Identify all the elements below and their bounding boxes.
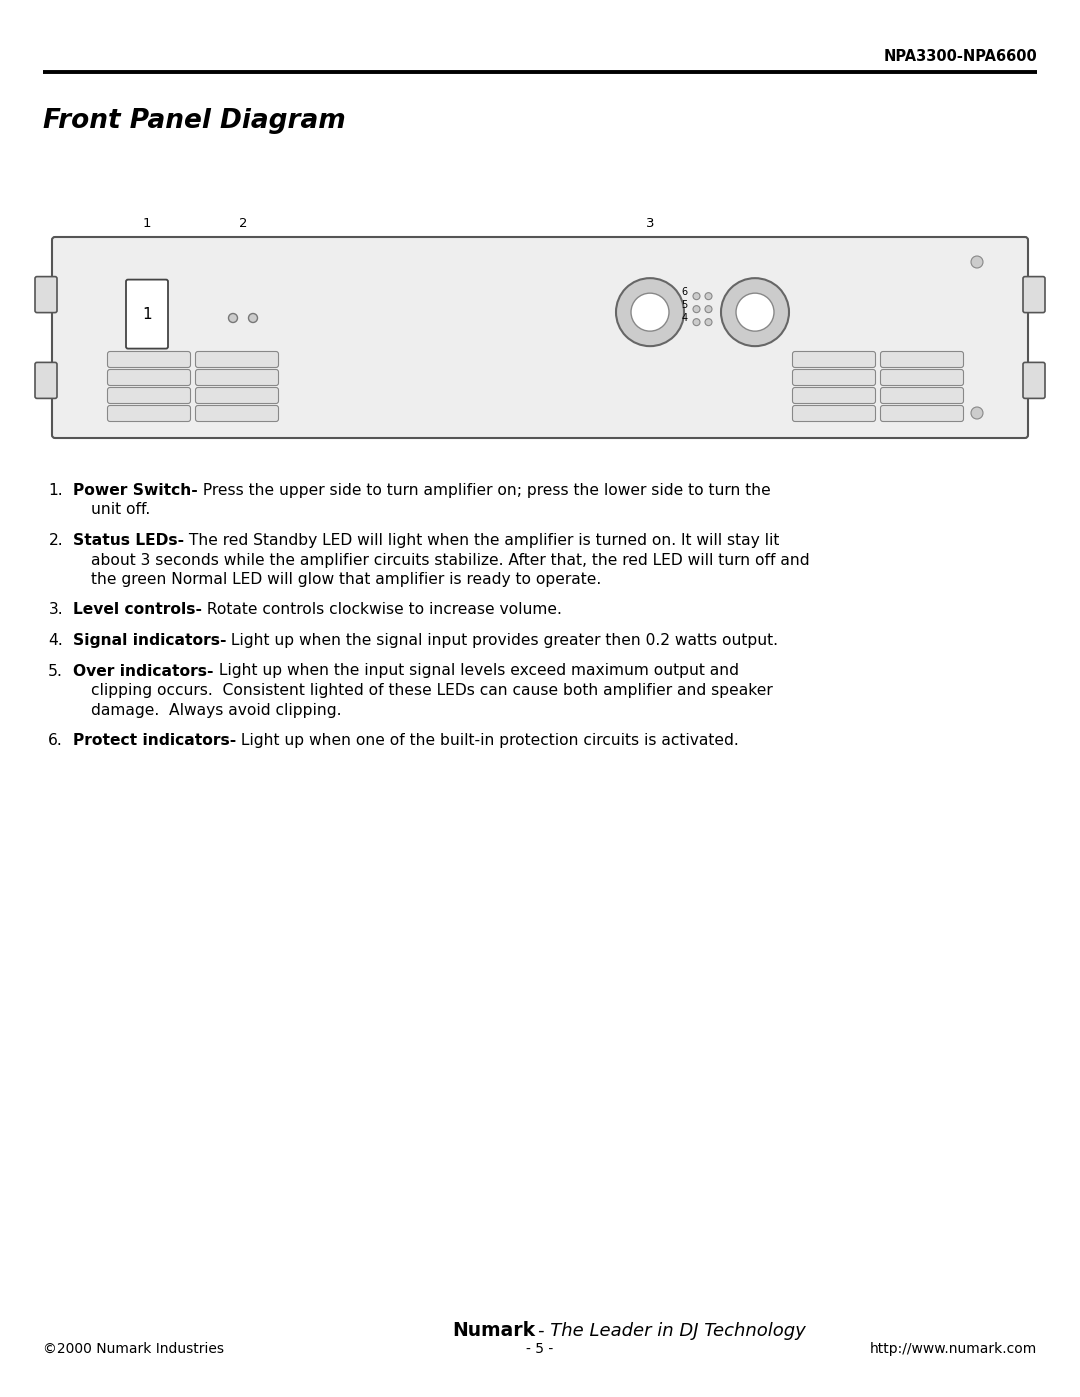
- Text: - The Leader in DJ Technology: - The Leader in DJ Technology: [538, 1322, 806, 1340]
- Text: Status LEDs-: Status LEDs-: [73, 534, 184, 548]
- Text: clipping occurs.  Consistent lighted of these LEDs can cause both amplifier and : clipping occurs. Consistent lighted of t…: [91, 683, 773, 698]
- Text: 1: 1: [143, 306, 152, 321]
- Text: The red Standby LED will light when the amplifier is turned on. It will stay lit: The red Standby LED will light when the …: [184, 534, 780, 548]
- FancyBboxPatch shape: [108, 369, 190, 386]
- Text: damage.  Always avoid clipping.: damage. Always avoid clipping.: [91, 703, 341, 718]
- Text: Rotate controls clockwise to increase volume.: Rotate controls clockwise to increase vo…: [202, 602, 562, 617]
- Text: Press the upper side to turn amplifier on; press the lower side to turn the: Press the upper side to turn amplifier o…: [198, 483, 770, 497]
- FancyBboxPatch shape: [195, 352, 279, 367]
- Circle shape: [229, 313, 238, 323]
- FancyBboxPatch shape: [126, 279, 168, 349]
- FancyBboxPatch shape: [108, 352, 190, 367]
- Circle shape: [705, 306, 712, 313]
- Text: ©2000 Numark Industries: ©2000 Numark Industries: [43, 1343, 224, 1356]
- Text: 4: 4: [681, 313, 688, 323]
- Text: 3: 3: [646, 217, 654, 231]
- Circle shape: [693, 306, 700, 313]
- FancyBboxPatch shape: [35, 277, 57, 313]
- Text: Protect indicators-: Protect indicators-: [73, 733, 237, 747]
- FancyBboxPatch shape: [880, 405, 963, 422]
- FancyBboxPatch shape: [880, 369, 963, 386]
- FancyBboxPatch shape: [52, 237, 1028, 439]
- FancyBboxPatch shape: [1023, 277, 1045, 313]
- Text: Over indicators-: Over indicators-: [73, 664, 214, 679]
- Text: Light up when the input signal levels exceed maximum output and: Light up when the input signal levels ex…: [214, 664, 739, 679]
- FancyBboxPatch shape: [793, 387, 876, 404]
- Text: NPA3300-NPA6600: NPA3300-NPA6600: [883, 49, 1037, 64]
- Text: 2: 2: [239, 217, 247, 231]
- Text: about 3 seconds while the amplifier circuits stabilize. After that, the red LED : about 3 seconds while the amplifier circ…: [91, 552, 810, 567]
- Text: Light up when one of the built-in protection circuits is activated.: Light up when one of the built-in protec…: [237, 733, 739, 747]
- FancyBboxPatch shape: [880, 387, 963, 404]
- Circle shape: [735, 293, 774, 331]
- Circle shape: [705, 319, 712, 326]
- Text: 3.: 3.: [49, 602, 63, 617]
- FancyBboxPatch shape: [1023, 362, 1045, 398]
- Text: 6: 6: [681, 288, 688, 298]
- FancyBboxPatch shape: [35, 362, 57, 398]
- FancyBboxPatch shape: [108, 387, 190, 404]
- Text: http://www.numark.com: http://www.numark.com: [869, 1343, 1037, 1356]
- Text: 5: 5: [681, 300, 688, 310]
- FancyBboxPatch shape: [880, 352, 963, 367]
- Circle shape: [631, 293, 669, 331]
- Circle shape: [721, 278, 789, 346]
- FancyBboxPatch shape: [195, 369, 279, 386]
- Text: 4.: 4.: [49, 633, 63, 648]
- Circle shape: [705, 292, 712, 299]
- Text: the green Normal LED will glow that amplifier is ready to operate.: the green Normal LED will glow that ampl…: [91, 571, 602, 587]
- Text: 1.: 1.: [49, 483, 63, 497]
- Text: Level controls-: Level controls-: [73, 602, 202, 617]
- Text: 2.: 2.: [49, 534, 63, 548]
- Text: Power Switch-: Power Switch-: [73, 483, 198, 497]
- FancyBboxPatch shape: [195, 405, 279, 422]
- Text: Front Panel Diagram: Front Panel Diagram: [43, 108, 346, 134]
- Text: 6.: 6.: [49, 733, 63, 747]
- Circle shape: [971, 407, 983, 419]
- Circle shape: [616, 278, 684, 346]
- FancyBboxPatch shape: [793, 352, 876, 367]
- Text: Light up when the signal input provides greater then 0.2 watts output.: Light up when the signal input provides …: [227, 633, 779, 648]
- FancyBboxPatch shape: [793, 369, 876, 386]
- Text: unit off.: unit off.: [91, 503, 150, 517]
- Text: - 5 -: - 5 -: [526, 1343, 554, 1356]
- Circle shape: [971, 256, 983, 268]
- FancyBboxPatch shape: [195, 387, 279, 404]
- Circle shape: [693, 292, 700, 299]
- Circle shape: [693, 319, 700, 326]
- Text: 5.: 5.: [49, 664, 63, 679]
- FancyBboxPatch shape: [108, 405, 190, 422]
- Text: Numark: Numark: [451, 1322, 535, 1341]
- FancyBboxPatch shape: [793, 405, 876, 422]
- Text: Signal indicators-: Signal indicators-: [73, 633, 227, 648]
- Circle shape: [248, 313, 257, 323]
- Text: 1: 1: [143, 217, 151, 231]
